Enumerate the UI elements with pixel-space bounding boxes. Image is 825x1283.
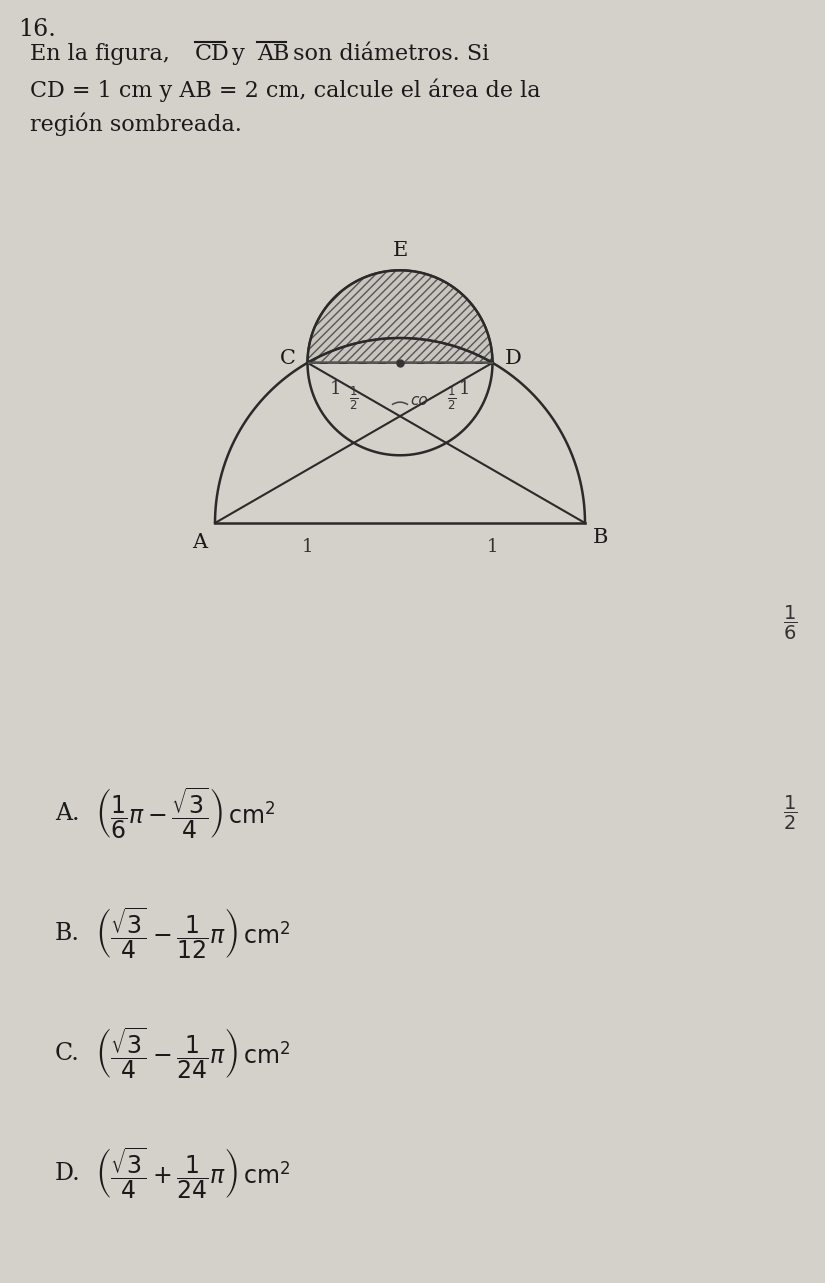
Text: 1: 1 bbox=[302, 538, 314, 556]
Text: E: E bbox=[393, 241, 408, 260]
Text: $\dfrac{1}{6}$: $\dfrac{1}{6}$ bbox=[783, 604, 797, 642]
Text: CD = 1 cm y AB = 2 cm, calcule el área de la: CD = 1 cm y AB = 2 cm, calcule el área d… bbox=[30, 78, 540, 101]
Text: 1: 1 bbox=[330, 381, 342, 399]
Text: $\dfrac{1}{2}$: $\dfrac{1}{2}$ bbox=[783, 794, 797, 833]
Text: son diámetros. Si: son diámetros. Si bbox=[286, 44, 489, 65]
Text: D: D bbox=[505, 349, 521, 368]
Text: AB: AB bbox=[257, 44, 290, 65]
Text: $\frac{1}{2}$: $\frac{1}{2}$ bbox=[446, 385, 456, 412]
Text: C: C bbox=[280, 349, 295, 368]
Text: 1: 1 bbox=[459, 381, 470, 399]
Text: 1: 1 bbox=[487, 538, 498, 556]
Text: B.: B. bbox=[55, 921, 80, 944]
Text: región sombreada.: región sombreada. bbox=[30, 113, 242, 136]
Text: $\left(\dfrac{\sqrt{3}}{4} + \dfrac{1}{24}\pi\right)\,\mathrm{cm}^2$: $\left(\dfrac{\sqrt{3}}{4} + \dfrac{1}{2… bbox=[95, 1146, 290, 1201]
Text: B: B bbox=[593, 529, 608, 547]
Text: CD: CD bbox=[195, 44, 229, 65]
Text: D.: D. bbox=[55, 1161, 81, 1184]
Text: co: co bbox=[410, 393, 427, 408]
Text: A: A bbox=[192, 532, 207, 552]
Text: $\left(\dfrac{\sqrt{3}}{4} - \dfrac{1}{12}\pi\right)\,\mathrm{cm}^2$: $\left(\dfrac{\sqrt{3}}{4} - \dfrac{1}{1… bbox=[95, 905, 290, 961]
Text: C.: C. bbox=[55, 1042, 80, 1065]
Text: $\frac{1}{2}$: $\frac{1}{2}$ bbox=[349, 385, 358, 412]
Text: y: y bbox=[225, 44, 252, 65]
Text: $\left(\dfrac{1}{6}\pi - \dfrac{\sqrt{3}}{4}\right)\,\mathrm{cm}^2$: $\left(\dfrac{1}{6}\pi - \dfrac{\sqrt{3}… bbox=[95, 785, 276, 840]
Text: A.: A. bbox=[55, 802, 80, 825]
Text: 16.: 16. bbox=[18, 18, 56, 41]
Text: $\left(\dfrac{\sqrt{3}}{4} - \dfrac{1}{24}\pi\right)\,\mathrm{cm}^2$: $\left(\dfrac{\sqrt{3}}{4} - \dfrac{1}{2… bbox=[95, 1025, 290, 1080]
Polygon shape bbox=[308, 271, 493, 363]
Text: En la figura,: En la figura, bbox=[30, 44, 184, 65]
